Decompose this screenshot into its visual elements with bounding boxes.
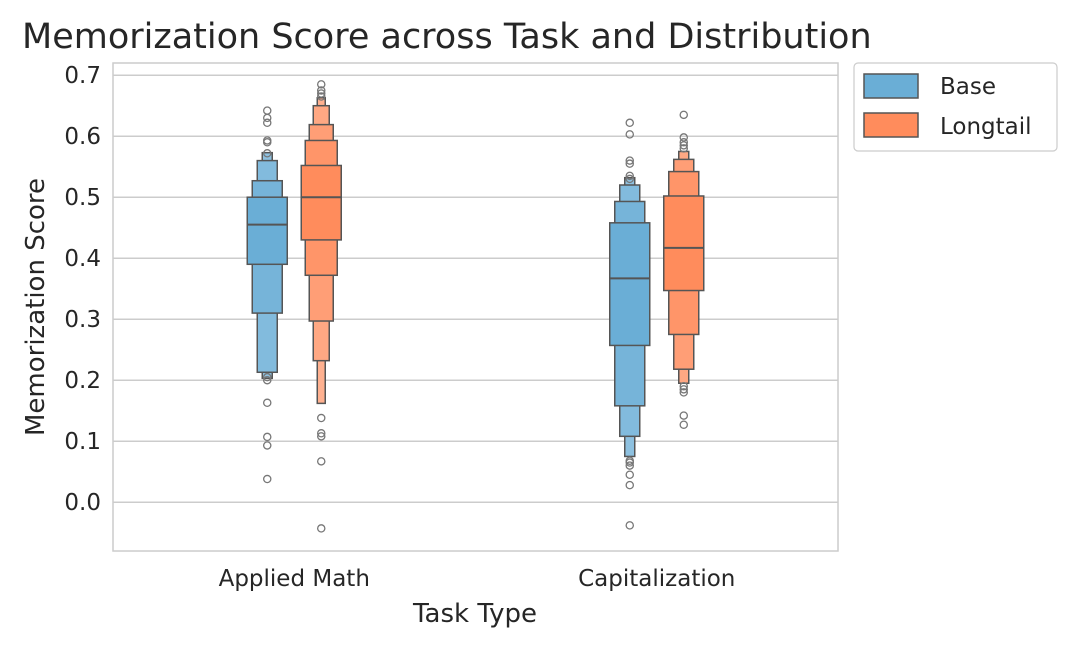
legend: Base Longtail: [853, 62, 1058, 152]
legend-label-base: Base: [940, 74, 996, 100]
outlier-point: [262, 149, 272, 158]
outlier-point: [316, 80, 326, 89]
boxen-level: [300, 164, 342, 241]
legend-swatch-longtail: [863, 112, 919, 138]
outlier-point: [625, 521, 635, 530]
y-tick-labels: 0.0 0.1 0.2 0.3 0.4 0.5 0.6 0.7: [64, 63, 101, 516]
outlier-point: [679, 141, 689, 150]
outlier-point: [316, 92, 326, 101]
outlier-point: [316, 524, 326, 533]
x-axis-label: Task Type: [412, 599, 537, 629]
outlier-point: [679, 138, 689, 147]
boxen-series-layer: [246, 80, 705, 533]
outlier-point: [625, 156, 635, 165]
outlier-point: [262, 375, 272, 385]
outlier-point: [262, 372, 272, 382]
y-axis-label: Memorization Score: [21, 178, 51, 436]
y-tick-label: 0.3: [64, 307, 101, 333]
outlier-point: [679, 385, 689, 394]
y-tick-label: 0.0: [64, 490, 101, 516]
outlier-point: [262, 138, 272, 147]
outlier-point: [316, 429, 326, 438]
outlier-point: [679, 110, 689, 120]
outlier-point: [679, 382, 689, 391]
outlier-point: [262, 118, 272, 128]
outlier-point: [262, 441, 272, 450]
outlier-point: [316, 457, 326, 466]
outlier-point: [679, 388, 689, 397]
plot-frame: [112, 62, 839, 552]
y-tick-label: 0.7: [64, 63, 101, 89]
outlier-point: [625, 171, 635, 181]
outlier-point: [262, 106, 272, 115]
boxen-level: [609, 222, 651, 347]
outlier-point: [316, 86, 326, 95]
outlier-point: [625, 174, 635, 184]
gridlines: [113, 74, 838, 503]
outlier-point: [679, 411, 689, 420]
y-tick-label: 0.1: [64, 429, 101, 455]
outlier-point: [262, 398, 272, 408]
y-tick-label: 0.2: [64, 368, 101, 394]
outlier-point: [262, 474, 272, 484]
outlier-point: [625, 470, 635, 479]
outlier-point: [679, 420, 689, 429]
x-tick-labels: Applied Math Capitalization: [219, 566, 736, 592]
chart-title: Memorization Score across Task and Distr…: [22, 17, 872, 57]
outlier-point: [625, 461, 635, 470]
outlier-point: [679, 133, 689, 142]
legend-label-longtail: Longtail: [940, 114, 1032, 140]
y-tick-label: 0.6: [64, 124, 101, 150]
outlier-point: [262, 113, 272, 123]
legend-swatch-base: [863, 73, 919, 99]
outlier-point: [625, 118, 635, 128]
outlier-point: [625, 458, 635, 467]
outlier-point: [316, 413, 326, 423]
outlier-point: [625, 130, 635, 139]
boxen-level: [663, 195, 705, 292]
x-tick-label: Capitalization: [578, 566, 735, 592]
outlier-point: [625, 159, 635, 168]
y-tick-label: 0.5: [64, 185, 101, 211]
outlier-point: [316, 89, 326, 98]
y-tick-label: 0.4: [64, 246, 101, 272]
outlier-point: [262, 432, 272, 442]
x-tick-label: Applied Math: [219, 566, 370, 592]
outlier-point: [316, 432, 326, 441]
outlier-point: [625, 480, 635, 490]
boxen-level: [246, 196, 288, 266]
outlier-point: [679, 144, 689, 153]
